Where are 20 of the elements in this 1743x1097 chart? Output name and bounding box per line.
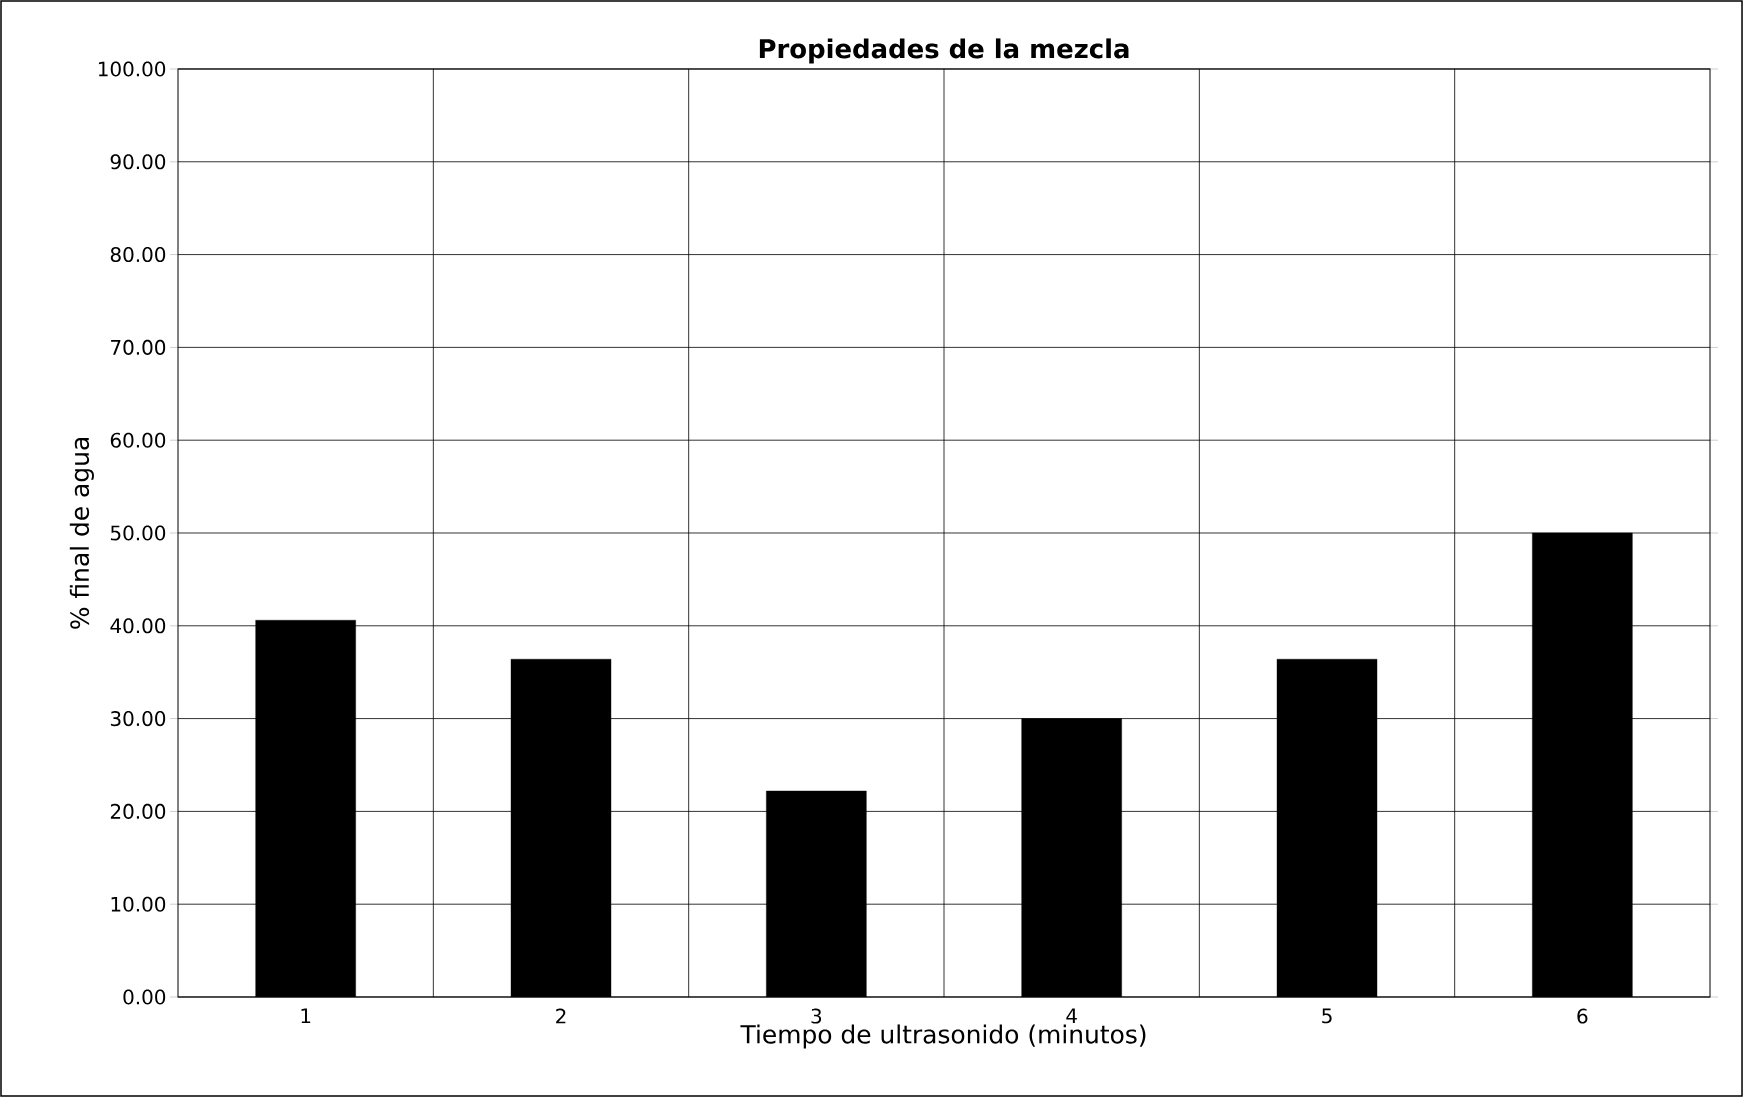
y-tick-label: 30.00: [110, 711, 166, 727]
x-tick-label: 5: [1322, 1008, 1332, 1024]
y-tick-label: 50.00: [110, 525, 166, 541]
chart-title: Propiedades de la mezcla: [759, 38, 1129, 64]
y-tick-label: 80.00: [110, 247, 166, 263]
x-tick-label: 2: [556, 1008, 566, 1024]
x-tick-label: 4: [1066, 1008, 1077, 1024]
y-tick-label: 0.00: [123, 989, 166, 1005]
y-tick-label: 60.00: [110, 432, 166, 448]
y-tick-label: 10.00: [111, 896, 166, 912]
y-tick-label: 70.00: [111, 339, 166, 355]
y-tick-label: 40.00: [110, 618, 166, 634]
x-tick-label: 6: [1577, 1008, 1588, 1024]
x-tick-label: 3: [811, 1008, 822, 1024]
x-axis-title: Tiempo de ultrasonido (minutos): [740, 1024, 1146, 1049]
y-tick-label: 90.00: [110, 154, 166, 170]
x-tick-label: 1: [301, 1008, 311, 1024]
y-tick-label: 100.00: [98, 61, 166, 77]
y-axis-title: % final de agua: [69, 438, 94, 629]
y-tick-label: 20.00: [110, 803, 166, 819]
